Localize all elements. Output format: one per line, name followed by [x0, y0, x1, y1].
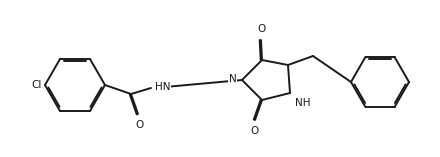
Text: O: O	[135, 120, 143, 130]
Text: Cl: Cl	[32, 80, 42, 90]
Text: O: O	[250, 126, 258, 136]
Text: O: O	[257, 24, 265, 34]
Text: HN: HN	[154, 82, 170, 92]
Text: N: N	[229, 74, 237, 84]
Text: NH: NH	[295, 98, 311, 108]
